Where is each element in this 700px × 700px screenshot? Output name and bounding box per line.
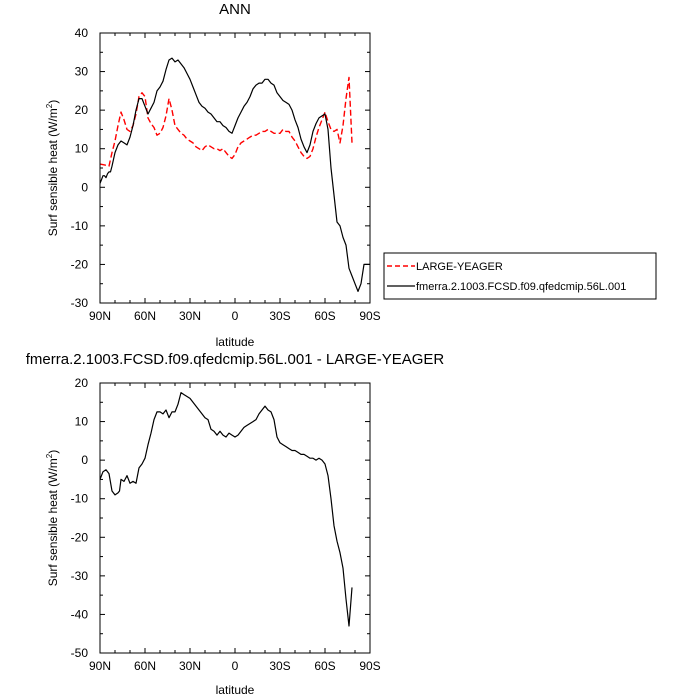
top-x-tick-label: 90S [359, 309, 380, 323]
top-x-tick-label: 30S [269, 309, 290, 323]
top-x-tick-label: 60S [314, 309, 335, 323]
bottom-x-tick-label: 30N [179, 659, 201, 673]
bottom-y-tick-label: 20 [75, 376, 89, 390]
bottom-y-tick-label: -20 [71, 530, 89, 544]
top-plot-area: 90N 60N 30N 0 30S 60S 90S -30 -20 -10 0 10 20 30 40 [71, 26, 381, 323]
bottom-y-axis-label-sup: 2 [45, 453, 54, 458]
bottom-y-tick-label: 0 [81, 453, 88, 467]
bottom-y-axis-label-close: ) [46, 450, 60, 454]
top-y-tick-label: -30 [71, 296, 89, 310]
bottom-y-tick-label: -30 [71, 569, 89, 583]
bottom-y-tick-label: -50 [71, 646, 89, 660]
top-x-tick-label: 30N [179, 309, 201, 323]
bottom-plot-frame [99, 382, 371, 654]
bottom-x-tick-label: 90N [89, 659, 111, 673]
bottom-panel: fmerra.2.1003.FCSD.f09.qfedcmip.56L.001 … [26, 351, 445, 697]
top-y-tick-label: -20 [71, 257, 89, 271]
top-y-tick-label: 40 [75, 26, 89, 40]
top-y-axis-label: Surf sensible heat (W/m2) [45, 100, 60, 237]
bottom-x-axis-label: latitude [216, 683, 255, 697]
top-y-tick-label: -10 [71, 219, 89, 233]
top-series-line-1 [99, 57, 370, 292]
bottom-y-tick-label: -10 [71, 492, 89, 506]
top-y-axis-label-close: ) [46, 100, 60, 104]
legend-label-fmerra: fmerra.2.1003.FCSD.f09.qfedcmip.56L.001 [416, 281, 626, 293]
bottom-y-axis-label-main: Surf sensible heat (W/m [46, 458, 60, 586]
bottom-y-axis-label: Surf sensible heat (W/m2) [45, 450, 60, 587]
top-panel: ANN 90N 60N 30N 0 30S 60S 90S -30 -20 -10 0 10 20 30 4… [45, 1, 381, 349]
top-series-line-0 [99, 76, 353, 167]
top-x-tick-label: 60N [134, 309, 156, 323]
legend: LARGE-YEAGER fmerra.2.1003.FCSD.f09.qfed… [383, 252, 657, 300]
top-y-tick-label: 10 [75, 142, 89, 156]
top-chart-title: ANN [219, 1, 251, 18]
bottom-x-tick-label: 30S [269, 659, 290, 673]
bottom-x-tick-label: 0 [232, 659, 239, 673]
bottom-y-tick-label: 10 [75, 415, 89, 429]
bottom-x-tick-label: 60S [314, 659, 335, 673]
top-plot-frame [99, 32, 371, 304]
bottom-chart-title: fmerra.2.1003.FCSD.f09.qfedcmip.56L.001 … [26, 351, 445, 368]
bottom-series-line-0 [99, 392, 353, 627]
bottom-y-tick-label: -40 [71, 607, 89, 621]
bottom-x-tick-label: 60N [134, 659, 156, 673]
top-y-axis-label-sup: 2 [45, 103, 54, 108]
top-y-axis-label-main: Surf sensible heat (W/m [46, 108, 60, 236]
bottom-x-tick-label: 90S [359, 659, 380, 673]
legend-box [383, 252, 657, 300]
top-y-tick-label: 30 [75, 65, 89, 79]
legend-label-large-yeager: LARGE-YEAGER [416, 261, 503, 273]
top-x-tick-label: 90N [89, 309, 111, 323]
bottom-plot-area: 90N 60N 30N 0 30S 60S 90S -50 -40 -30 -20 -10 0 10 20 [71, 376, 381, 673]
top-y-tick-label: 0 [81, 180, 88, 194]
top-x-tick-label: 0 [232, 309, 239, 323]
top-y-tick-label: 20 [75, 103, 89, 117]
top-x-axis-label: latitude [216, 335, 255, 349]
